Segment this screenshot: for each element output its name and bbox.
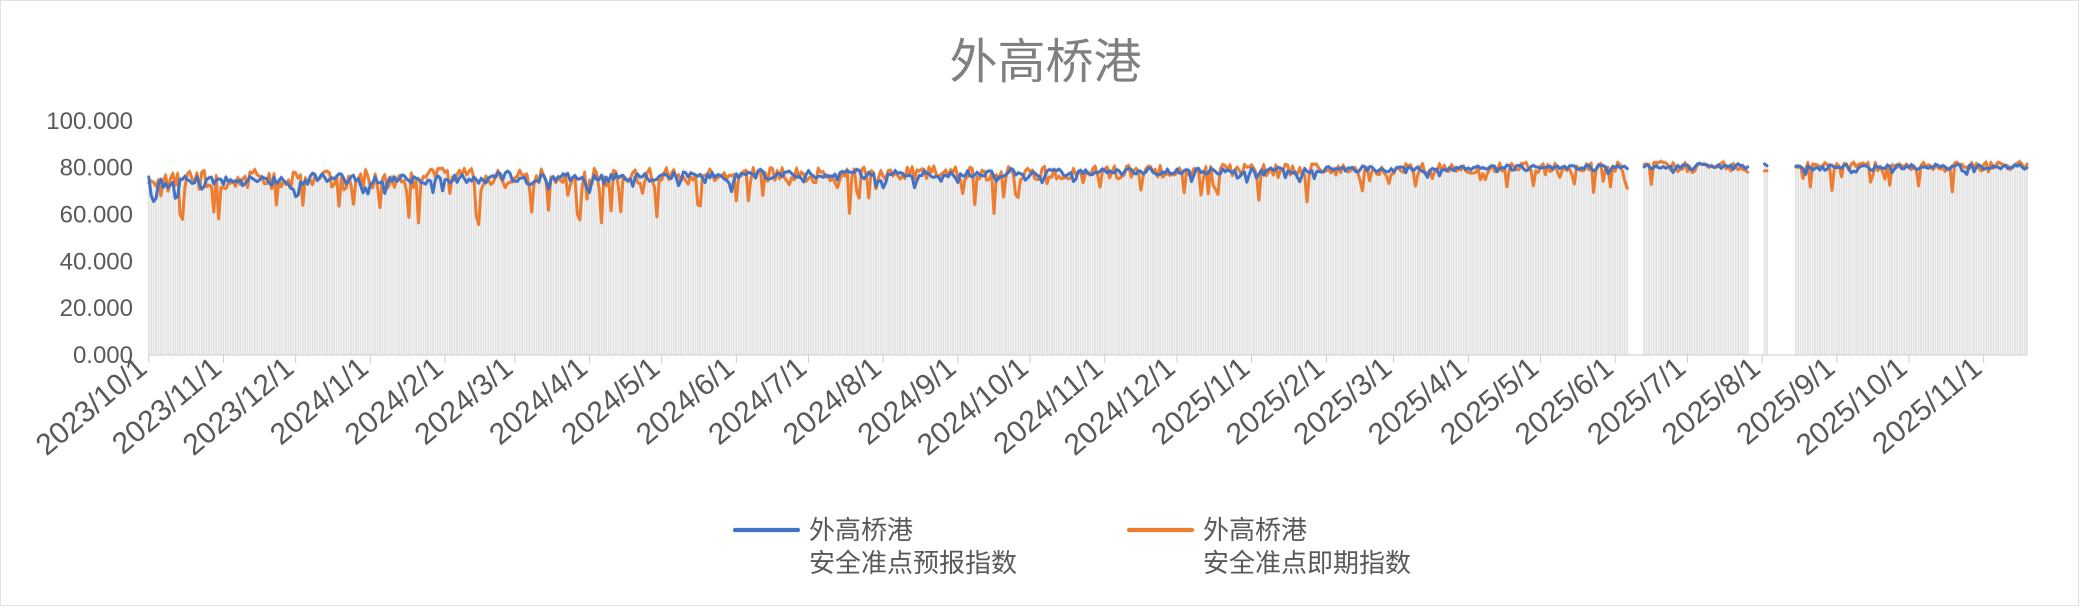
svg-text:安全准点即期指数: 安全准点即期指数 [1203,548,1411,578]
svg-text:外高桥港: 外高桥港 [1203,515,1307,545]
svg-text:40.000: 40.000 [60,248,133,275]
svg-text:100.000: 100.000 [46,108,133,135]
svg-text:外高桥港: 外高桥港 [809,515,913,545]
svg-text:60.000: 60.000 [60,201,133,228]
svg-text:80.000: 80.000 [60,155,133,182]
svg-text:20.000: 20.000 [60,295,133,322]
svg-text:安全准点预报指数: 安全准点预报指数 [809,548,1017,578]
